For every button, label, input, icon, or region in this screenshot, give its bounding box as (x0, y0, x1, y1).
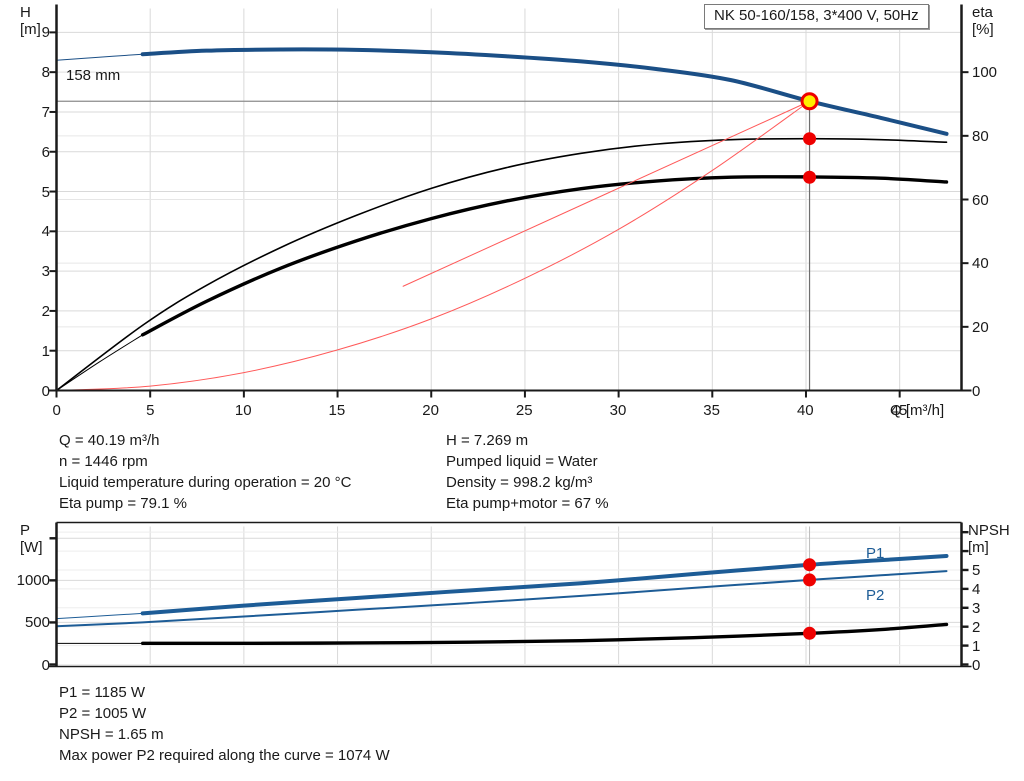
duty-data-left: Q = 40.19 m³/h n = 1446 rpm Liquid tempera… (59, 430, 351, 514)
duty-data-line-4: Eta pump = 79.1 % (59, 495, 187, 512)
y-tick-p-1000: 1000 (16, 572, 50, 590)
y-tick-h-6: 6 (41, 143, 50, 161)
x-axis-label-q: Q [m³/h] (890, 401, 945, 419)
x-tick-q-40: 40 (796, 401, 814, 419)
duty-data-line-2: Pumped liquid = Water (446, 453, 598, 470)
impeller-diameter-annotation: 158 mm (66, 67, 121, 84)
power-data-line-1: P1 = 1185 W (59, 684, 146, 701)
y-tick-npsh-0: 0 (972, 656, 981, 674)
x-tick-q-15: 15 (328, 401, 346, 419)
y-tick-eta-20: 20 (972, 318, 989, 336)
y-axis-label-eta: eta [%] (972, 4, 994, 38)
y-tick-h-8: 8 (41, 64, 50, 82)
curve-h-curve-158-mm-thick-measured-range (140, 47, 949, 136)
y-tick-p-500: 500 (24, 614, 50, 632)
y-tick-npsh-3: 3 (972, 599, 981, 617)
power-point-marker-2 (803, 626, 817, 640)
y-tick-h-0: 0 (41, 382, 50, 400)
y-tick-npsh-1: 1 (972, 637, 981, 655)
eta-point-marker-1 (803, 132, 817, 146)
y-tick-h-4: 4 (41, 223, 50, 241)
eta-point-marker-2 (803, 170, 817, 184)
y-tick-eta-100: 100 (972, 64, 998, 82)
y-tick-h-7: 7 (41, 103, 50, 121)
y-tick-eta-80: 80 (972, 127, 989, 145)
x-tick-q-45: 45 (890, 401, 908, 419)
y-tick-h-1: 1 (41, 342, 50, 360)
curve-p1 (140, 553, 949, 616)
power-data-line-4: Max power P2 required along the curve = … (59, 747, 390, 764)
power-point-marker-1 (803, 573, 817, 587)
curve-eta-pump-motor-extrapolation-thin (56, 334, 144, 391)
y-tick-h-9: 9 (41, 24, 50, 42)
power-data-block: P1 = 1185 W P2 = 1005 W NPSH = 1.65 m Max p… (59, 682, 390, 766)
x-tick-q-20: 20 (422, 401, 439, 419)
y-tick-h-5: 5 (41, 183, 50, 201)
y-tick-npsh-2: 2 (972, 618, 981, 636)
x-tick-q-0: 0 (52, 401, 61, 419)
duty-data-line-4: Eta pump+motor = 67 % (446, 495, 609, 512)
x-tick-q-35: 35 (703, 401, 720, 419)
y-tick-eta-60: 60 (972, 191, 989, 209)
head-eta-chart (48, 4, 972, 398)
y-tick-eta-40: 40 (972, 255, 989, 273)
y-tick-h-2: 2 (41, 302, 50, 320)
y-tick-npsh-5: 5 (972, 561, 981, 579)
y-tick-npsh-4: 4 (972, 580, 981, 598)
x-tick-q-30: 30 (609, 401, 627, 419)
y-tick-h-3: 3 (41, 263, 50, 281)
y-tick-eta-0: 0 (972, 382, 981, 400)
x-tick-q-5: 5 (146, 401, 155, 419)
curve-p2 (55, 570, 948, 628)
y-tick-p-0: 0 (41, 656, 50, 674)
power-npsh-chart (48, 521, 972, 668)
x-tick-q-25: 25 (515, 401, 533, 419)
curve-label-p1: P1 (866, 545, 885, 562)
curve-label-p2: P2 (866, 587, 885, 604)
y-axis-label-npsh: NPSH [m] (968, 522, 1010, 556)
curve-npsh (140, 622, 949, 646)
power-data-line-3: NPSH = 1.65 m (59, 726, 164, 743)
duty-data-line-2: n = 1446 rpm (59, 453, 148, 470)
y-axis-label-p: P [W] (20, 522, 43, 556)
duty-data-line-1: H = 7.269 m (446, 432, 529, 449)
power-point-marker-0 (803, 558, 817, 572)
curve-h-curve-extrapolated-low-flow-thin (56, 53, 144, 61)
duty-point-marker (800, 92, 819, 111)
duty-data-line-3: Liquid temperature during operation = 20… (59, 474, 352, 491)
power-data-line-2: P2 = 1005 W (59, 705, 147, 722)
duty-data-right: H = 7.269 m Pumped liquid = Water Density … (446, 430, 609, 514)
duty-data-line-3: Density = 998.2 kg/m³ (446, 474, 593, 491)
y-axis-label-h: H [m] (20, 4, 41, 38)
x-tick-q-10: 10 (234, 401, 252, 419)
duty-data-line-1: Q = 40.19 m³/h (59, 432, 160, 449)
curve-duty-ray-red-thin-to-operating-point (402, 100, 811, 287)
curve-p1-extrapolation-thin (56, 612, 144, 620)
curve-system-duty-curve-red (56, 100, 811, 391)
pump-title-box: NK 50-160/158, 3*400 V, 50Hz (704, 4, 929, 29)
